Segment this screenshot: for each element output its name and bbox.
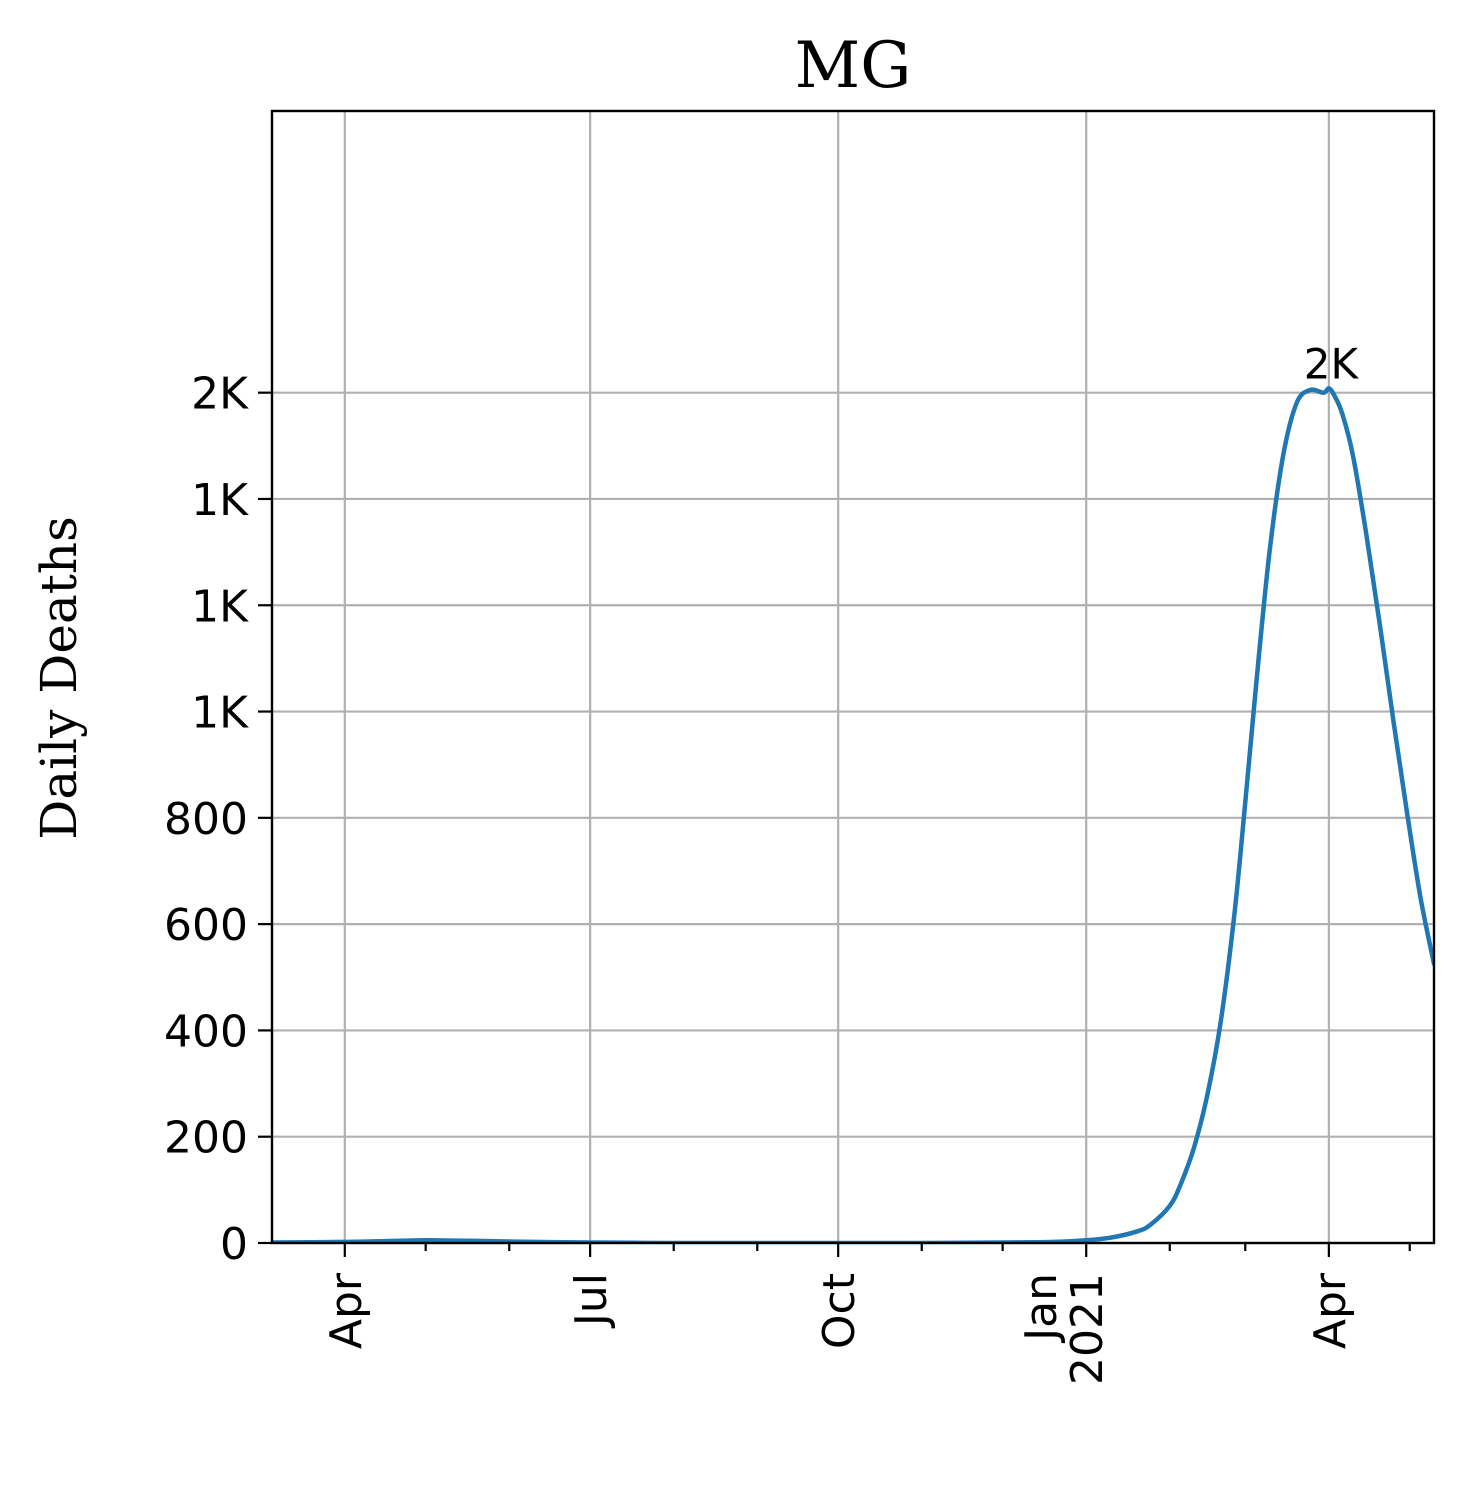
y-tick-label: 1K	[191, 581, 249, 632]
y-tick-label: 1K	[191, 688, 249, 739]
grid-lines	[272, 111, 1434, 1245]
x-tick-label: Jan	[1016, 1273, 1067, 1344]
y-tick-label: 800	[164, 794, 248, 845]
series-layer	[272, 386, 1434, 1243]
annotations: 2K	[1304, 339, 1360, 388]
chart-title: MG	[795, 29, 912, 103]
y-tick-label: 1K	[191, 475, 249, 526]
y-tick-label: 600	[164, 900, 248, 951]
x-tick-label: Jul	[566, 1273, 617, 1329]
x-tick-label: Apr	[1305, 1272, 1356, 1349]
x-tick-label: Apr	[321, 1272, 372, 1349]
y-axis-label: Daily Deaths	[30, 516, 88, 839]
y-tick-label: 2K	[191, 369, 249, 420]
plot-frame	[270, 109, 1436, 1245]
y-tick-label: 0	[220, 1219, 248, 1270]
x-tick-label: Oct	[814, 1273, 865, 1349]
y-tick-label: 200	[164, 1113, 248, 1164]
y-tick-label: 400	[164, 1006, 248, 1057]
daily-deaths-line-0	[272, 386, 1434, 1243]
x-tick-label: 2021	[1062, 1273, 1113, 1385]
peak-annotation: 2K	[1304, 339, 1360, 388]
axis-ticks	[258, 391, 1411, 1257]
